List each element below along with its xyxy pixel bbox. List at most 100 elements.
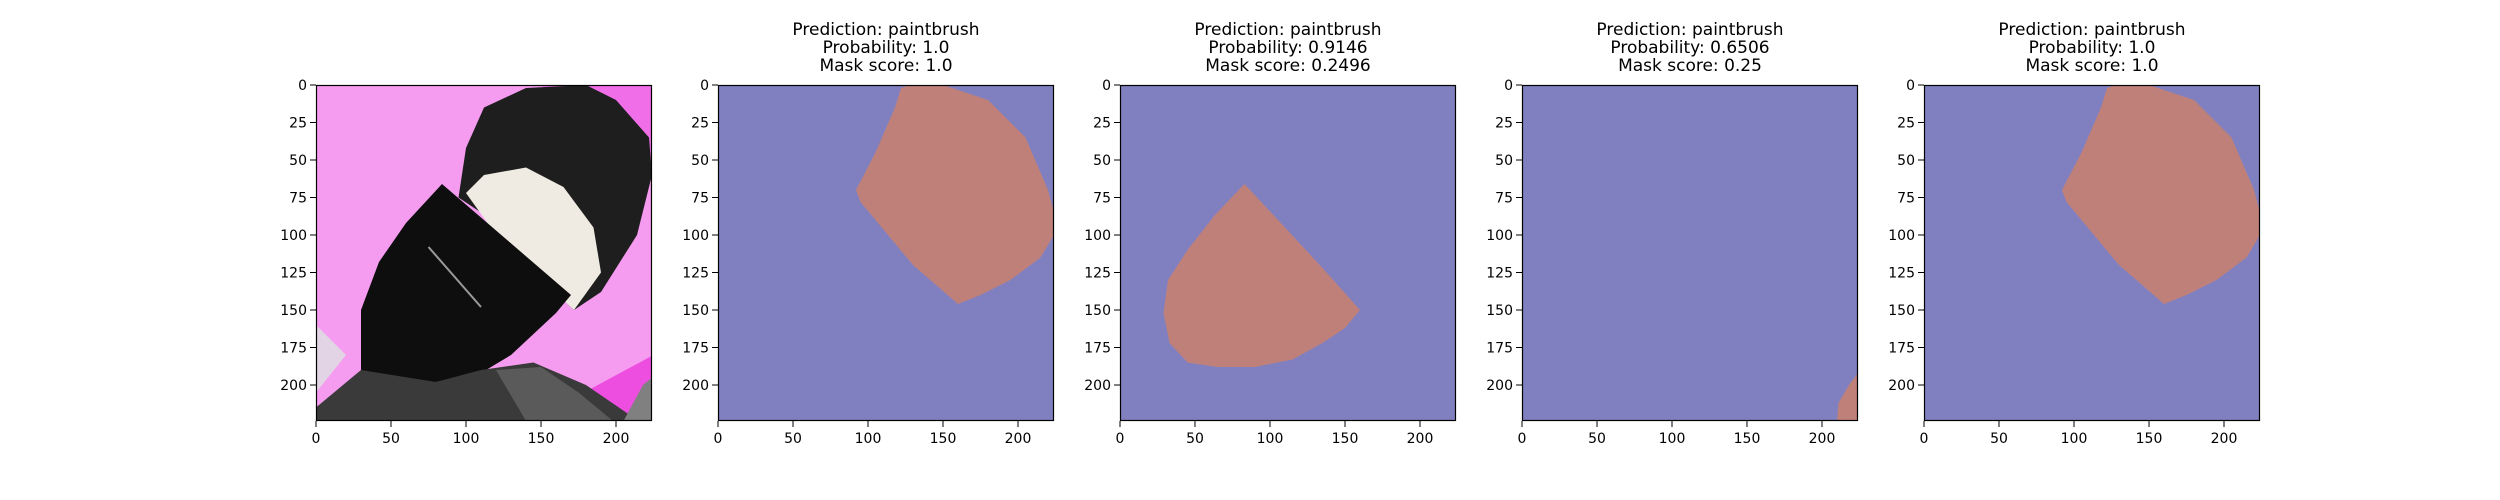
y-tick-label: 25 xyxy=(1093,116,1111,132)
y-tick-label: 150 xyxy=(280,303,307,319)
axes-frame xyxy=(1119,84,1457,422)
y-tick-label: 50 xyxy=(1495,153,1513,169)
panel-title-line: Prediction: paintbrush xyxy=(1998,20,2185,40)
panel-title-line: Probability: 1.0 xyxy=(823,38,950,58)
y-tick-label: 25 xyxy=(691,116,709,132)
y-tick-label: 125 xyxy=(280,266,307,282)
plot-area xyxy=(1924,85,2260,421)
y-tick-label: 0 xyxy=(1906,78,1915,94)
y-tick-label: 75 xyxy=(1093,191,1111,207)
y-tick-label: 25 xyxy=(1897,116,1915,132)
y-tick-label: 175 xyxy=(1888,341,1915,357)
y-tick-label: 200 xyxy=(1084,378,1111,394)
panel-title-line: Probability: 0.9146 xyxy=(1208,38,1367,58)
y-tick-label: 125 xyxy=(1486,266,1513,282)
y-tick-label: 75 xyxy=(1897,191,1915,207)
x-tick-label: 0 xyxy=(312,431,321,447)
x-tick-label: 100 xyxy=(1257,431,1284,447)
axes-frame xyxy=(1923,84,2261,422)
x-tick-label: 100 xyxy=(2061,431,2088,447)
mask-region xyxy=(1837,373,1858,421)
brush-bristle-tips xyxy=(466,167,601,310)
y-tick-label: 75 xyxy=(691,191,709,207)
y-tick-label: 175 xyxy=(1084,341,1111,357)
x-tick-label: 150 xyxy=(1332,431,1359,447)
y-tick-label: 0 xyxy=(298,78,307,94)
mask-region xyxy=(2062,85,2260,304)
y-tick-label: 0 xyxy=(700,78,709,94)
panel-title-line: Mask score: 1.0 xyxy=(2025,56,2158,76)
y-tick-label: 100 xyxy=(1888,228,1915,244)
y-tick-label: 75 xyxy=(1495,191,1513,207)
y-tick-label: 200 xyxy=(1888,378,1915,394)
y-tick-label: 200 xyxy=(682,378,709,394)
x-tick-label: 150 xyxy=(528,431,555,447)
y-tick-label: 50 xyxy=(691,153,709,169)
mask-background xyxy=(1522,85,1858,421)
x-tick-label: 100 xyxy=(855,431,882,447)
panel-3: 0 50 100 150 200 0 25 50 75 100 125 150 175 200 Predic… xyxy=(1084,20,1457,447)
panel-title-line: Mask score: 0.25 xyxy=(1618,56,1762,76)
x-tick-label: 200 xyxy=(1809,431,1836,447)
y-tick-label: 125 xyxy=(1888,266,1915,282)
panel-title-line: Mask score: 1.0 xyxy=(819,56,952,76)
panel-2: 0 50 100 150 200 0 25 50 75 100 125 150 175 200 Predic… xyxy=(682,20,1055,447)
y-tick-label: 125 xyxy=(1084,266,1111,282)
x-tick-label: 200 xyxy=(1005,431,1032,447)
x-tick-label: 150 xyxy=(930,431,957,447)
y-tick-label: 150 xyxy=(682,303,709,319)
y-tick-label: 100 xyxy=(682,228,709,244)
plot-area xyxy=(316,85,652,421)
y-tick-label: 150 xyxy=(1084,303,1111,319)
x-tick-label: 200 xyxy=(2211,431,2238,447)
x-tick-label: 0 xyxy=(1920,431,1929,447)
x-tick-label: 50 xyxy=(382,431,400,447)
mask-region xyxy=(1163,184,1360,367)
plot-area xyxy=(1522,85,1858,421)
panel-1: 0 50 100 150 200 0 25 50 75 100 125 150 175 200 xyxy=(280,78,653,447)
y-tick-label: 25 xyxy=(1495,116,1513,132)
y-tick-label: 100 xyxy=(280,228,307,244)
x-tick-label: 50 xyxy=(784,431,802,447)
x-tick-label: 200 xyxy=(1407,431,1434,447)
x-tick-label: 150 xyxy=(1734,431,1761,447)
y-tick-label: 50 xyxy=(289,153,307,169)
x-tick-label: 0 xyxy=(714,431,723,447)
x-tick-label: 50 xyxy=(1186,431,1204,447)
x-tick-label: 50 xyxy=(1588,431,1606,447)
y-tick-label: 50 xyxy=(1093,153,1111,169)
y-tick-label: 100 xyxy=(1486,228,1513,244)
panel-4: 0 50 100 150 200 0 25 50 75 100 125 150 175 200 Predic… xyxy=(1486,20,1859,447)
y-tick-label: 0 xyxy=(1102,78,1111,94)
y-tick-label: 175 xyxy=(280,341,307,357)
y-tick-label: 75 xyxy=(289,191,307,207)
x-tick-label: 50 xyxy=(1990,431,2008,447)
panel-5: 0 50 100 150 200 0 25 50 75 100 125 150 175 200 Predic… xyxy=(1888,20,2261,447)
x-tick-label: 0 xyxy=(1116,431,1125,447)
brush-head xyxy=(361,184,571,385)
mask-region xyxy=(856,85,1054,304)
plot-area xyxy=(718,85,1054,421)
y-tick-label: 125 xyxy=(682,266,709,282)
y-tick-label: 175 xyxy=(682,341,709,357)
y-tick-label: 25 xyxy=(289,116,307,132)
panel-title-line: Prediction: paintbrush xyxy=(1194,20,1381,40)
x-tick-label: 0 xyxy=(1518,431,1527,447)
y-tick-label: 150 xyxy=(1486,303,1513,319)
y-tick-label: 200 xyxy=(1486,378,1513,394)
panel-title-line: Probability: 0.6506 xyxy=(1610,38,1769,58)
panel-title-line: Probability: 1.0 xyxy=(2029,38,2156,58)
x-tick-label: 150 xyxy=(2136,431,2163,447)
y-tick-label: 0 xyxy=(1504,78,1513,94)
plot-area xyxy=(1120,85,1456,421)
x-tick-label: 100 xyxy=(1659,431,1686,447)
x-tick-label: 200 xyxy=(603,431,630,447)
axes-frame xyxy=(1521,84,1859,422)
panel-title-line: Mask score: 0.2496 xyxy=(1205,56,1370,76)
axes-frame xyxy=(717,84,1055,422)
y-tick-label: 175 xyxy=(1486,341,1513,357)
y-tick-label: 150 xyxy=(1888,303,1915,319)
y-tick-label: 200 xyxy=(280,378,307,394)
x-tick-label: 100 xyxy=(453,431,480,447)
panel-title-line: Prediction: paintbrush xyxy=(1596,20,1783,40)
